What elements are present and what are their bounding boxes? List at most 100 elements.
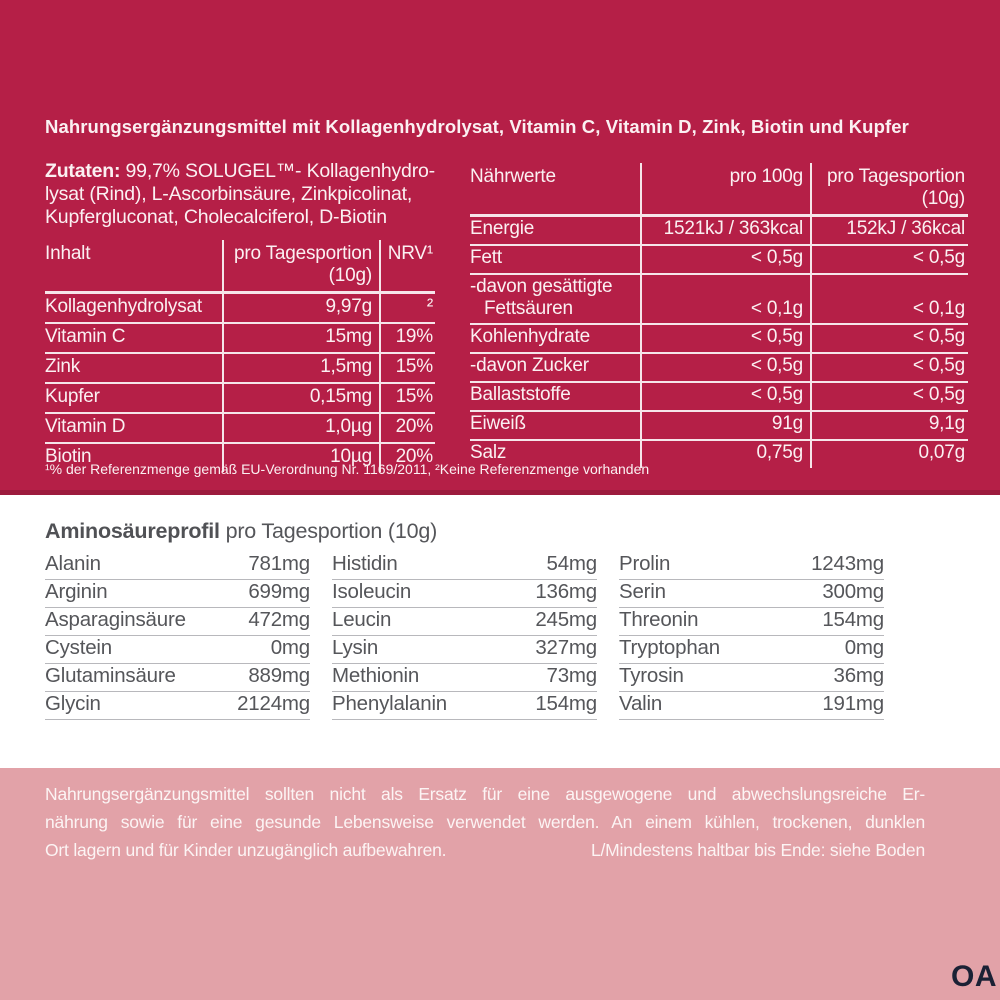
amino-row: Isoleucin 136mg [332,580,597,608]
content-header-portion-line1: pro Tagesportion [234,243,372,264]
amino-value: 699mg [248,580,310,603]
amino-name: Leucin [332,608,392,631]
table-row: Kupfer 0,15mg 15% [45,384,435,414]
amino-name: Asparaginsäure [45,608,186,631]
brand-logo: OA [951,960,997,993]
nutrition-facts-table: Nährwerte pro 100g pro Tagesportion (10g… [470,163,968,468]
nutrient-value: 1,0µg [222,414,379,442]
amino-value: 300mg [822,580,884,603]
content-header-name: Inhalt [45,243,91,264]
amino-name: Methionin [332,664,420,687]
facts-header-name: Nährwerte [470,166,556,187]
amino-name: Phenylalanin [332,692,447,715]
amino-value: 154mg [822,608,884,631]
fact-name: -davon gesättigte Fettsäuren [470,275,640,323]
fact-portion: < 0,5g [810,246,968,273]
amino-value: 781mg [248,552,310,575]
amino-name: Arginin [45,580,108,603]
fact-portion: < 0,5g [810,354,968,381]
disclaimer-line: Nahrungsergänzungsmittel sollten nicht a… [45,784,925,804]
table-row: Salz 0,75g 0,07g [470,441,968,468]
amino-column-2: Histidin 54mg Isoleucin 136mg Leucin 245mg … [332,552,597,720]
nutrient-name: Kupfer [45,386,100,407]
fact-per100: 1521kJ / 363kcal [640,217,810,244]
disclaimer-line3-right: L/Mindestens haltbar bis Ende: siehe Bod… [590,840,925,860]
fact-name-line2: Fettsäuren [484,298,573,319]
table-row: Eiweiß 91g 9,1g [470,412,968,441]
fact-portion: 9,1g [810,412,968,439]
amino-row: Tyrosin 36mg [619,664,884,692]
amino-heading: Aminosäureprofil pro Tagesportion (10g) [45,519,437,544]
nutrient-name: Kollagenhydrolysat [45,296,202,317]
facts-header-portion: pro Tagesportion (10g) [810,163,968,214]
nutrient-nrv: 19% [379,324,435,352]
facts-header-per100: pro 100g [640,163,810,214]
disclaimer-line: nährung sowie für eine gesunde Lebenswei… [45,812,925,832]
amino-name: Valin [619,692,663,715]
ingredients-text: 99,7% SOLUGEL™- Kollagenhydro- [120,160,436,182]
facts-header-portion-line2: (10g) [921,188,966,209]
storage-section: Nahrungsergänzungsmittel sollten nicht a… [0,768,1000,1000]
amino-heading-rest: pro Tagesportion (10g) [219,519,438,543]
table-row: Vitamin D 1,0µg 20% [45,414,435,444]
amino-name: Isoleucin [332,580,412,603]
amino-row: Valin 191mg [619,692,884,720]
amino-row: Glutaminsäure 889mg [45,664,310,692]
fact-per100: 91g [640,412,810,439]
product-title: Nahrungsergänzungsmittel mit Kollagenhyd… [45,116,909,137]
amino-row: Histidin 54mg [332,552,597,580]
amino-name: Cystein [45,636,112,659]
amino-name: Alanin [45,552,101,575]
amino-name: Serin [619,580,666,603]
amino-value: 889mg [248,664,310,687]
amino-value: 73mg [546,664,598,687]
fact-portion: < 0,1g [810,275,968,323]
nutrient-value: 1,5mg [222,354,379,382]
nutrient-name: Vitamin D [45,416,126,437]
amino-row: Alanin 781mg [45,552,310,580]
fact-portion: 0,07g [810,441,968,468]
amino-value: 1243mg [811,552,884,575]
fact-portion: < 0,5g [810,383,968,410]
amino-value: 0mg [270,636,310,659]
amino-row: Tryptophan 0mg [619,636,884,664]
nutrition-facts-header: Nährwerte pro 100g pro Tagesportion (10g… [470,163,968,217]
nutrient-name: Vitamin C [45,326,126,347]
fact-portion: 152kJ / 36kcal [810,217,968,244]
nutrient-nrv: 20% [379,444,435,472]
ingredients-paragraph: Zutaten: 99,7% SOLUGEL™- Kollagenhydro- … [45,160,465,229]
amino-profile-section: Aminosäureprofil pro Tagesportion (10g) … [0,500,1000,768]
amino-row: Threonin 154mg [619,608,884,636]
nutrient-nrv: 20% [379,414,435,442]
amino-column-1: Alanin 781mg Arginin 699mg Asparaginsäure 4… [45,552,310,720]
amino-value: 191mg [822,692,884,715]
amino-value: 54mg [546,552,598,575]
disclaimer-line: Ort lagern und für Kinder unzugänglich a… [45,836,925,864]
table-row: Kollagenhydrolysat 9,97g ² [45,294,435,324]
ingredients-line: Zutaten: 99,7% SOLUGEL™- Kollagenhydro- [45,160,465,183]
fact-name: Salz [470,442,507,463]
content-header-portion: pro Tagesportion (10g) [222,240,379,291]
fact-name: Eiweiß [470,413,526,434]
amino-row: Methionin 73mg [332,664,597,692]
ingredients-label: Zutaten: [45,160,121,182]
fact-name: Energie [470,218,535,239]
amino-name: Threonin [619,608,699,631]
amino-name: Tyrosin [619,664,684,687]
content-header-portion-line2: (10g) [328,265,373,286]
amino-value: 2124mg [237,692,310,715]
amino-columns: Alanin 781mg Arginin 699mg Asparaginsäure 4… [45,552,884,720]
nutrient-name: Biotin [45,446,92,467]
nutrient-nrv: ² [379,294,435,322]
nutrient-nrv: 15% [379,384,435,412]
amino-name: Lysin [332,636,379,659]
amino-row: Prolin 1243mg [619,552,884,580]
nutrient-nrv: 15% [379,354,435,382]
amino-value: 154mg [535,692,597,715]
fact-per100: < 0,5g [640,354,810,381]
reference-footnote: ¹% der Referenzmenge gemäß EU-Verordnung… [45,461,650,477]
amino-heading-bold: Aminosäureprofil [45,519,220,543]
content-table-header: Inhalt pro Tagesportion (10g) NRV¹ [45,240,435,294]
table-row: Vitamin C 15mg 19% [45,324,435,354]
